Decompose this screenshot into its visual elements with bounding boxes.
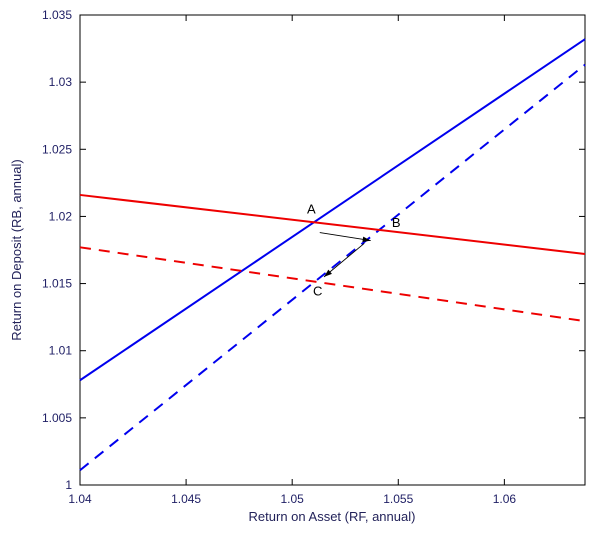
arrow-b-to-c (323, 242, 365, 278)
y-tick-label: 1.005 (42, 411, 72, 425)
y-tick-label: 1.025 (42, 142, 72, 156)
x-tick-label: 1.04 (68, 492, 92, 506)
arrow-b-to-c-head (324, 269, 332, 277)
x-axis-label: Return on Asset (RF, annual) (249, 509, 416, 524)
y-axis-label: Return on Deposit (RB, annual) (9, 159, 24, 340)
plot-contents: 1.04 1.045 1.05 1.055 1.06 1 1.005 1.01 1.015 1.0… (42, 8, 586, 506)
red-solid-downward-line (79, 193, 586, 256)
annotation-c: C (313, 284, 322, 299)
x-tick-label: 1.05 (281, 492, 305, 506)
x-tick-label: 1.06 (493, 492, 517, 506)
red-dashed-downward-line (79, 246, 586, 323)
annotation-a: A (307, 202, 316, 217)
annotation-b: B (392, 215, 401, 230)
axes-box (79, 14, 586, 486)
y-tick-label: 1.01 (49, 344, 73, 358)
x-tick-label: 1.055 (383, 492, 413, 506)
x-tick-label: 1.045 (171, 492, 201, 506)
y-tick-label: 1 (65, 478, 72, 492)
y-tick-label: 1.015 (42, 277, 72, 291)
arrow-a-to-b (319, 232, 371, 242)
arrow-a-to-b-head (362, 236, 371, 243)
blue-dashed-upward-line (79, 63, 586, 472)
y-tick-label: 1.035 (42, 8, 72, 22)
blue-solid-upward-line (79, 38, 586, 382)
y-tick-label: 1.02 (49, 209, 73, 223)
y-tick-label: 1.03 (49, 75, 73, 89)
